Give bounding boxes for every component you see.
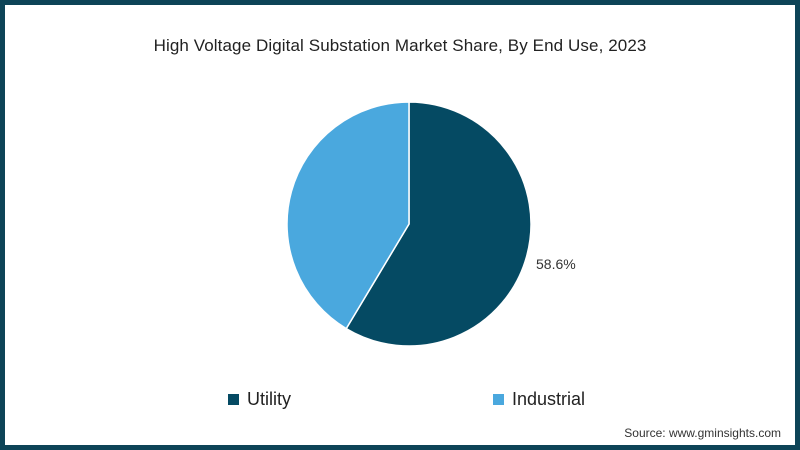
legend-item-utility: Utility [228,389,291,410]
chart-title: High Voltage Digital Substation Market S… [153,36,647,55]
pie-slices [286,101,532,347]
source-credit: Source: www.gminsights.com [624,426,781,440]
legend-item-industrial: Industrial [493,389,585,410]
legend-swatch-industrial [493,394,504,405]
legend-label-utility: Utility [247,389,291,409]
pie-slice-industrial [286,101,410,330]
utility-data-label: 58.6% [536,256,576,272]
pie-slice-utility [345,101,532,347]
legend-label-industrial: Industrial [512,389,586,409]
legend-swatch-utility [228,394,239,405]
